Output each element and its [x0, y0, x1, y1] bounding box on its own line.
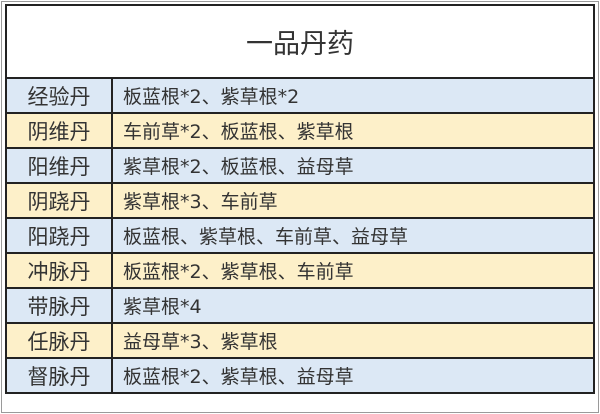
pill-name: 任脉丹	[5, 322, 113, 359]
pill-name: 带脉丹	[5, 287, 113, 324]
table-row: 冲脉丹 板蓝根*2、紫草根、车前草	[5, 252, 595, 289]
table-row: 督脉丹 板蓝根*2、紫草根、益母草	[5, 357, 595, 394]
pill-recipe: 板蓝根、紫草根、车前草、益母草	[111, 217, 595, 254]
pill-name: 督脉丹	[5, 357, 113, 394]
table-title: 一品丹药	[5, 4, 595, 79]
table-row: 阴跷丹 紫草根*3、车前草	[5, 182, 595, 219]
pill-name: 阴跷丹	[5, 182, 113, 219]
pill-recipe: 益母草*3、紫草根	[111, 322, 595, 359]
pill-name: 冲脉丹	[5, 252, 113, 289]
pill-recipe-table: 一品丹药 经验丹 板蓝根*2、紫草根*2 阴维丹 车前草*2、板蓝根、紫草根 阳维丹 紫草…	[5, 4, 595, 394]
pill-recipe: 车前草*2、板蓝根、紫草根	[111, 112, 595, 149]
pill-name: 阳跷丹	[5, 217, 113, 254]
pill-name: 经验丹	[5, 77, 113, 114]
pill-recipe: 板蓝根*2、紫草根、车前草	[111, 252, 595, 289]
table-row: 阳跷丹 板蓝根、紫草根、车前草、益母草	[5, 217, 595, 254]
pill-name: 阳维丹	[5, 147, 113, 184]
pill-recipe: 板蓝根*2、紫草根、益母草	[111, 357, 595, 394]
table-row: 经验丹 板蓝根*2、紫草根*2	[5, 77, 595, 114]
table-row: 阳维丹 紫草根*2、板蓝根、益母草	[5, 147, 595, 184]
pill-recipe: 板蓝根*2、紫草根*2	[111, 77, 595, 114]
table-row: 任脉丹 益母草*3、紫草根	[5, 322, 595, 359]
table-row: 阴维丹 车前草*2、板蓝根、紫草根	[5, 112, 595, 149]
pill-recipe: 紫草根*3、车前草	[111, 182, 595, 219]
pill-recipe: 紫草根*4	[111, 287, 595, 324]
pill-recipe: 紫草根*2、板蓝根、益母草	[111, 147, 595, 184]
pill-name: 阴维丹	[5, 112, 113, 149]
table-row: 带脉丹 紫草根*4	[5, 287, 595, 324]
